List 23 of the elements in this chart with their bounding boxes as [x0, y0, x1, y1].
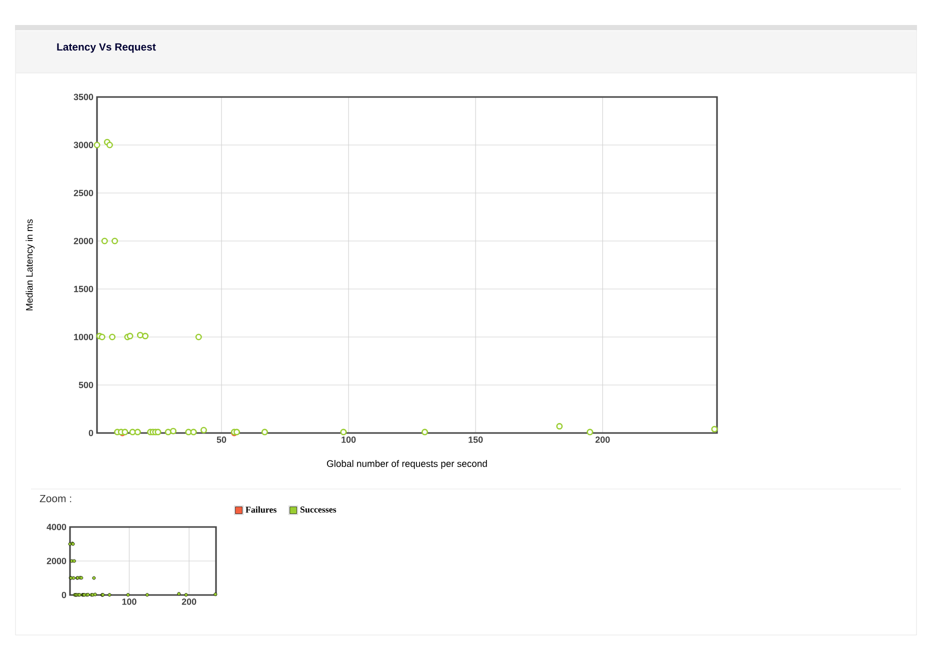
x-tick-label: 200	[595, 436, 610, 443]
y-axis-title: Median Latency in ms	[26, 219, 35, 310]
y-tick-label: 1000	[74, 334, 94, 340]
chart-title: Zoom :	[40, 494, 72, 502]
y-tick-label: 2000	[74, 238, 94, 244]
x-tick-label: 50	[216, 436, 226, 443]
x-tick-label: 100	[122, 598, 136, 605]
legend-label: Failures	[246, 506, 276, 513]
y-tick-label: 0	[88, 430, 94, 436]
y-tick-label: 2000	[46, 558, 66, 564]
x-axis-title: Global number of requests per second	[326, 460, 487, 469]
legend-label: Successes	[300, 506, 336, 513]
y-tick-label: 0	[62, 592, 66, 598]
x-tick-label: 200	[182, 598, 196, 605]
y-tick-label: 3000	[74, 142, 94, 148]
y-tick-label: 1500	[74, 286, 94, 292]
x-tick-label: 100	[342, 436, 356, 443]
chart-title: Latency Vs Request	[57, 43, 156, 53]
y-tick-label: 3500	[74, 94, 94, 100]
x-tick-label: 150	[468, 436, 483, 443]
y-tick-label: 2500	[74, 190, 94, 196]
y-tick-label: 500	[78, 382, 94, 388]
y-tick-label: 4000	[46, 524, 66, 530]
